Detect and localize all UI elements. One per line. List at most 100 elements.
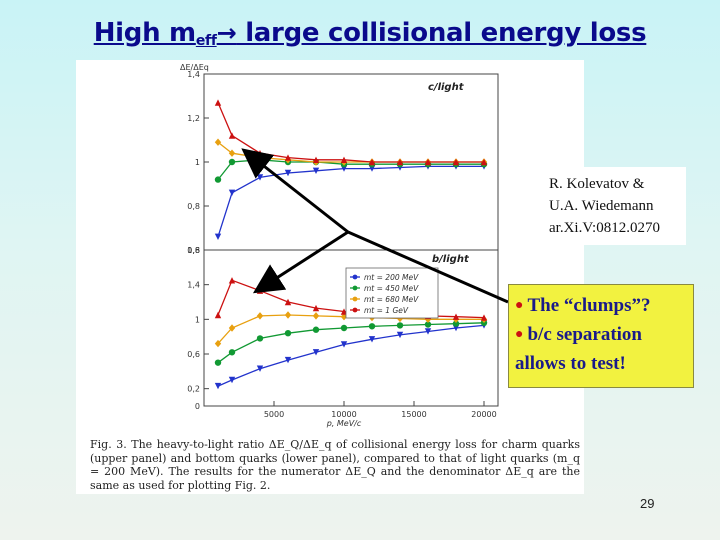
plot-frame: [203, 73, 499, 407]
reference-line-1: R. Kolevatov &: [549, 176, 645, 192]
data-point: [214, 99, 222, 106]
data-point: [312, 349, 320, 356]
data-point: [312, 326, 320, 333]
figure-caption: Fig. 3. The heavy-to-light ratio ΔE_Q/ΔE…: [90, 438, 580, 492]
legend-box: [345, 267, 439, 319]
data-point: [368, 323, 376, 330]
data-point: [396, 331, 404, 339]
data-point: [340, 165, 348, 172]
y-tick-label: 0,8: [187, 202, 200, 211]
y-tick-label: 1,8: [187, 246, 200, 255]
data-point: [256, 335, 264, 342]
reference-line-2: U.A. Wiedemann: [549, 198, 654, 214]
page-number: 29: [640, 496, 655, 511]
note-text-3: allows to test!: [515, 353, 626, 374]
data-point: [284, 356, 292, 364]
title-subscript: eff: [195, 33, 217, 49]
arrow-from-note: [347, 230, 509, 304]
data-point: [340, 341, 348, 348]
data-point: [340, 156, 348, 163]
y-axis-label: ΔE/ΔEq: [180, 63, 209, 72]
y-tick-label: 0,6: [187, 350, 200, 359]
data-point: [214, 382, 222, 390]
legend-marker: [352, 307, 358, 313]
panel-label: b/light: [432, 254, 470, 265]
data-point: [452, 320, 460, 327]
data-point: [312, 304, 320, 312]
legend-label: mt = 680 MeV: [364, 295, 419, 304]
data-point: [284, 154, 292, 161]
legend-label: mt = 200 MeV: [364, 273, 419, 282]
data-point: [228, 149, 236, 157]
slide-title: High meff→ large collisional energy loss: [0, 18, 720, 49]
data-point: [284, 169, 292, 177]
y-tick-label: 0: [195, 402, 200, 411]
data-point: [228, 349, 236, 356]
data-point: [284, 330, 292, 337]
note-box: ● The “clumps”? ● b/c separation allows to…: [508, 284, 694, 388]
legend-marker: [352, 274, 358, 280]
data-point: [452, 313, 460, 320]
note-bullet-2: ● b/c separation: [515, 320, 687, 349]
data-point: [312, 312, 320, 320]
data-point: [228, 324, 236, 332]
data-point: [368, 336, 376, 343]
data-point: [424, 328, 432, 335]
data-point: [340, 324, 348, 332]
y-tick-label: 1,4: [187, 70, 200, 79]
data-point: [214, 138, 222, 146]
data-point: [228, 376, 236, 384]
data-point: [396, 158, 404, 166]
data-point: [256, 312, 264, 320]
note-bullet-1: ● The “clumps”?: [515, 291, 687, 320]
data-point: [480, 314, 488, 321]
y-tick-label: 1,2: [187, 114, 200, 123]
data-point: [340, 313, 348, 321]
title-part-2: large collisional energy loss: [236, 18, 647, 48]
x-axis-label: p, MeV/c: [326, 419, 362, 428]
data-point: [214, 339, 222, 348]
reference-line-3: ar.Xi.V:0812.0270: [549, 220, 660, 236]
data-point: [480, 158, 488, 166]
data-point: [214, 233, 222, 240]
data-point: [214, 176, 222, 183]
right-arrow-icon: →: [216, 19, 237, 47]
data-point: [312, 167, 320, 174]
x-tick-label: 10000: [331, 410, 356, 419]
panel-label: c/light: [428, 82, 465, 93]
data-point: [214, 359, 222, 366]
y-tick-label: 0,6: [187, 246, 200, 255]
legend-marker: [352, 285, 358, 291]
bullet-icon: ●: [515, 327, 524, 342]
data-point: [424, 158, 432, 166]
legend-marker: [352, 296, 358, 302]
data-point: [228, 158, 236, 166]
data-point: [452, 158, 460, 166]
reference-box: R. Kolevatov & U.A. Wiedemann ar.Xi.V:08…: [541, 167, 686, 245]
bullet-icon: ●: [515, 298, 524, 313]
data-point: [256, 365, 264, 372]
y-tick-label: 1: [195, 158, 200, 167]
x-tick-label: 15000: [401, 410, 426, 419]
title-part-1: High m: [93, 18, 196, 48]
data-point: [228, 132, 236, 139]
data-point: [284, 298, 292, 306]
y-tick-label: 0,2: [187, 385, 200, 394]
arrow-to-lower-panel: [252, 230, 349, 294]
legend-label: mt = 1 GeV: [364, 306, 409, 315]
data-point: [424, 321, 432, 328]
note-text-2: b/c separation: [527, 324, 642, 345]
x-tick-label: 20000: [471, 410, 496, 419]
chart-canvas: 0,6 0,8 1 1,2 1,4 c/light 0 0,2 0,6 1 1,4 1,8 b/ligh…: [180, 63, 499, 428]
data-point: [228, 189, 236, 196]
arrow-to-upper-panel: [241, 148, 349, 234]
paper-figure: 0,6 0,8 1 1,2 1,4 c/light 0 0,2 0,6 1 1,4 1,8 b/ligh…: [76, 60, 584, 494]
data-point: [368, 158, 376, 166]
data-point: [284, 311, 292, 319]
data-point: [214, 311, 222, 319]
legend-label: mt = 450 MeV: [364, 284, 419, 293]
data-point: [368, 165, 376, 172]
y-tick-label: 1,4: [187, 281, 200, 290]
note-text-1: The “clumps”?: [527, 295, 651, 316]
